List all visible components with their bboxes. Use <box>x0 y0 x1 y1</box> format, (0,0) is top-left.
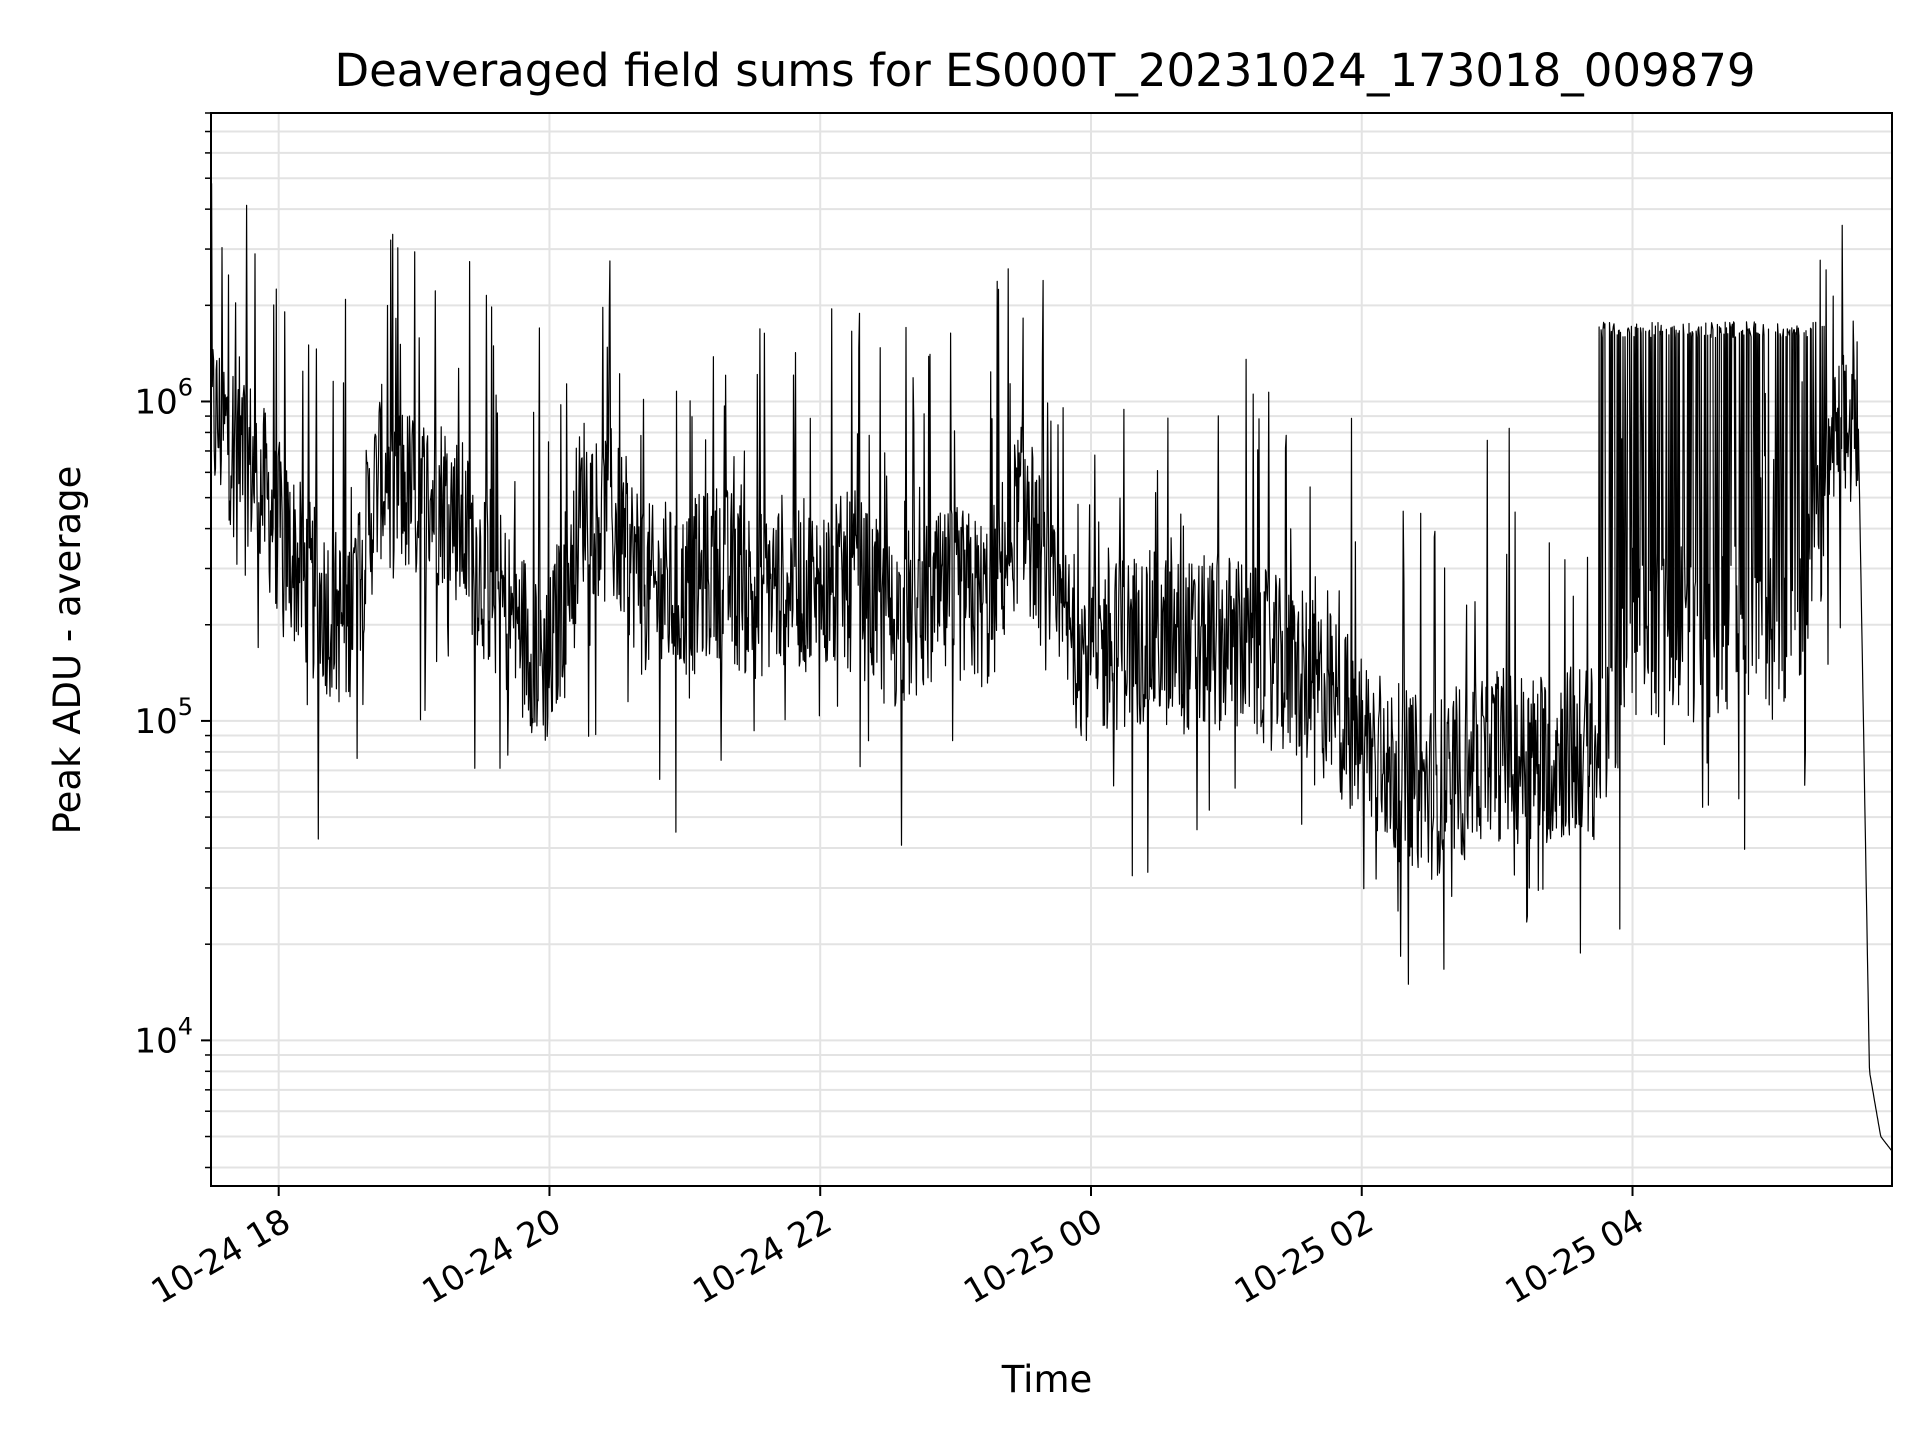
plot-frame <box>210 112 1893 1187</box>
x-tick-label: 10-24 22 <box>686 1201 838 1312</box>
data-layer <box>210 183 1893 1152</box>
y-tick-label: 105 <box>134 693 193 742</box>
chart-title: Deaveraged field sums for ES000T_2023102… <box>334 44 1755 97</box>
x-tick-label: 10-25 00 <box>957 1201 1109 1312</box>
x-tick-label: 10-25 02 <box>1228 1201 1380 1312</box>
y-tick-label: 104 <box>134 1012 193 1061</box>
x-axis-label: Time <box>1001 1358 1093 1401</box>
tick-layer: 104 105 106 10-24 18 10-24 20 10-24 22 10-25 0… <box>134 112 1651 1312</box>
grid <box>211 112 1892 1186</box>
x-tick-label: 10-25 04 <box>1499 1201 1651 1312</box>
y-tick-label: 106 <box>134 373 193 422</box>
y-axis-label: Peak ADU - average <box>46 466 89 835</box>
x-tick-label: 10-24 18 <box>145 1201 297 1312</box>
x-tick-label: 10-24 20 <box>416 1201 568 1312</box>
series-line <box>210 183 1893 1152</box>
